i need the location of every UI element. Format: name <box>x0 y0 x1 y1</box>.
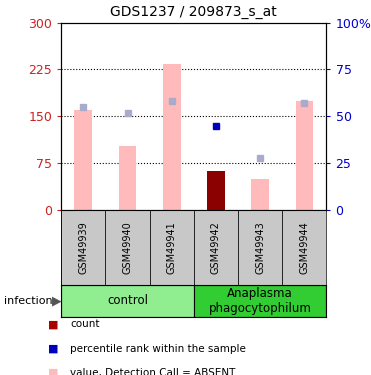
Title: GDS1237 / 209873_s_at: GDS1237 / 209873_s_at <box>111 5 277 19</box>
Bar <box>207 171 225 210</box>
Text: count: count <box>70 320 100 329</box>
Text: infection: infection <box>4 296 52 306</box>
Bar <box>238 210 282 285</box>
Text: ■: ■ <box>48 320 59 329</box>
Text: GSM49942: GSM49942 <box>211 221 221 274</box>
Bar <box>163 64 181 210</box>
Text: control: control <box>107 294 148 307</box>
Bar <box>75 110 92 210</box>
Text: GSM49943: GSM49943 <box>255 221 265 274</box>
Text: GSM49939: GSM49939 <box>78 221 88 274</box>
Text: percentile rank within the sample: percentile rank within the sample <box>70 344 246 354</box>
Bar <box>251 179 269 210</box>
Bar <box>194 210 238 285</box>
Bar <box>119 146 137 210</box>
Text: GSM49944: GSM49944 <box>299 221 309 274</box>
Bar <box>61 210 105 285</box>
Text: value, Detection Call = ABSENT: value, Detection Call = ABSENT <box>70 368 236 375</box>
Text: ▶: ▶ <box>52 294 62 307</box>
Bar <box>61 285 194 317</box>
Text: ■: ■ <box>48 344 59 354</box>
Bar <box>282 210 326 285</box>
Bar <box>150 210 194 285</box>
Text: Anaplasma
phagocytophilum: Anaplasma phagocytophilum <box>209 287 312 315</box>
Text: GSM49940: GSM49940 <box>122 221 132 274</box>
Text: ■: ■ <box>48 368 59 375</box>
Bar <box>194 285 326 317</box>
Bar <box>105 210 150 285</box>
Text: GSM49941: GSM49941 <box>167 221 177 274</box>
Bar <box>296 100 313 210</box>
